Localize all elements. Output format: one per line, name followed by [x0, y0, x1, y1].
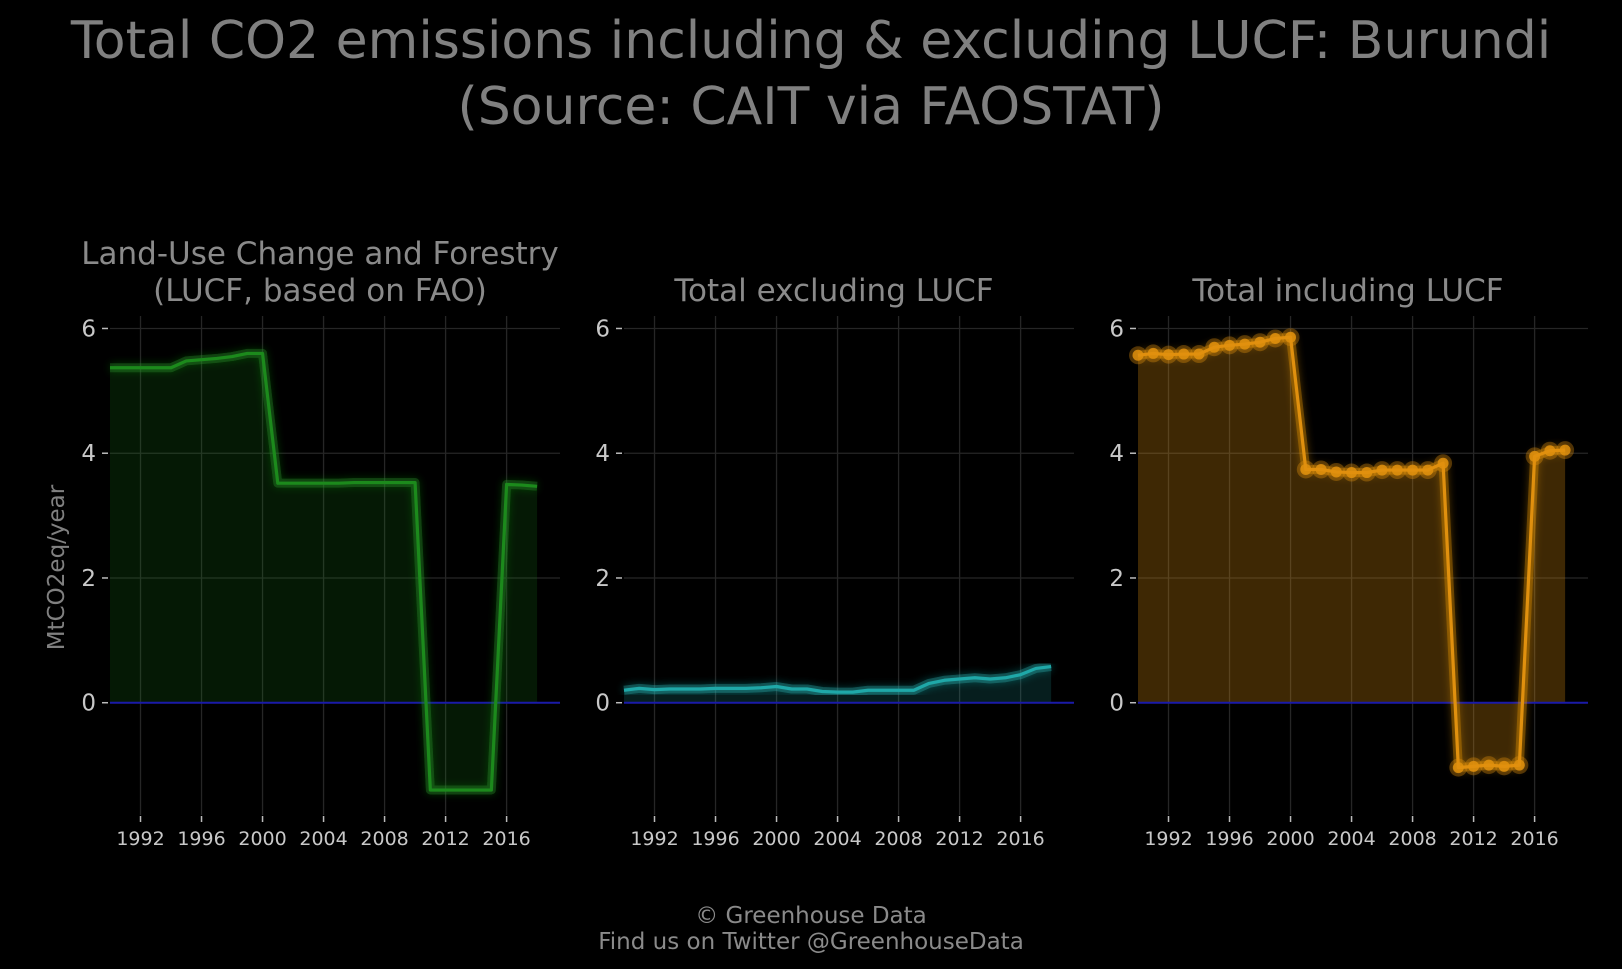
series-line — [623, 664, 1052, 694]
data-point — [1559, 444, 1571, 456]
x-tick-label: 1996 — [691, 828, 739, 850]
data-point — [1330, 466, 1342, 478]
panel-title-line1: Land-Use Change and Forestry — [81, 236, 559, 272]
series-area — [110, 353, 538, 791]
panels-group: Land-Use Change and Forestry(LUCF, based… — [44, 236, 1588, 850]
x-tick-label: 2012 — [421, 828, 469, 850]
x-tick-label: 2012 — [935, 828, 983, 850]
y-tick-label: 4 — [595, 441, 610, 467]
data-point — [1315, 463, 1327, 475]
data-point — [1147, 347, 1159, 359]
y-tick-label: 0 — [81, 691, 96, 717]
x-tick-label: 2012 — [1449, 828, 1497, 850]
series-area — [624, 666, 1052, 703]
footer-twitter: Find us on Twitter @GreenhouseData — [598, 929, 1024, 955]
panel-title-line2: (LUCF, based on FAO) — [153, 273, 487, 309]
data-point — [1239, 338, 1251, 350]
data-point — [1483, 759, 1495, 771]
footer-copyright: © Greenhouse Data — [695, 903, 927, 929]
data-point — [1361, 467, 1373, 479]
x-tick-label: 2004 — [813, 828, 861, 850]
x-tick-label: 2004 — [1327, 828, 1375, 850]
data-point — [1498, 760, 1510, 772]
y-tick-label: 6 — [81, 316, 96, 342]
data-point — [1178, 348, 1190, 360]
data-point — [1163, 349, 1175, 361]
data-point — [1376, 464, 1388, 476]
data-point — [1132, 349, 1144, 361]
x-tick-label: 2016 — [1510, 828, 1558, 850]
x-tick-label: 2008 — [874, 828, 922, 850]
y-tick-label: 6 — [1109, 316, 1124, 342]
panel-1: Land-Use Change and Forestry(LUCF, based… — [44, 236, 560, 850]
y-tick-label: 4 — [1109, 441, 1124, 467]
y-tick-label: 4 — [81, 441, 96, 467]
y-tick-label: 0 — [595, 691, 610, 717]
panel-3: Total including LUCF 0 2 4 6 1992 1996 2000 2004… — [1109, 273, 1588, 850]
panel-title-line2: Total including LUCF — [1191, 273, 1503, 309]
x-tick-label: 1996 — [177, 828, 225, 850]
data-point — [1407, 464, 1419, 476]
y-tick-label: 6 — [595, 316, 610, 342]
data-point — [1513, 759, 1525, 771]
data-point — [1208, 341, 1220, 353]
x-tick-label: 1996 — [1205, 828, 1253, 850]
data-point — [1346, 467, 1358, 479]
data-point — [1468, 760, 1480, 772]
data-point — [1193, 348, 1205, 360]
series-line — [110, 351, 538, 792]
data-point — [1224, 339, 1236, 351]
x-tick-label: 2016 — [996, 828, 1044, 850]
y-tick-label: 2 — [595, 566, 610, 592]
panel-title-line2: Total excluding LUCF — [673, 273, 993, 309]
data-point — [1300, 463, 1312, 475]
x-tick-label: 2000 — [752, 828, 800, 850]
panel-2: Total excluding LUCF 0 2 4 6 1992 1996 2000 2004… — [595, 273, 1074, 850]
chart-title: Total CO2 emissions including & excludin… — [70, 11, 1551, 71]
x-tick-label: 2008 — [1388, 828, 1436, 850]
y-axis-label: MtCO2eq/year — [44, 484, 70, 650]
data-point — [1254, 336, 1266, 348]
x-tick-label: 1992 — [630, 828, 678, 850]
data-point — [1391, 464, 1403, 476]
data-point — [1529, 450, 1541, 462]
x-tick-label: 2016 — [482, 828, 530, 850]
x-tick-label: 1992 — [116, 828, 164, 850]
data-point — [1452, 762, 1464, 774]
data-point — [1544, 445, 1556, 457]
x-tick-label: 2004 — [299, 828, 347, 850]
x-tick-label: 2000 — [1266, 828, 1314, 850]
data-point — [1269, 332, 1281, 344]
series-area — [1138, 337, 1566, 768]
chart-subtitle: (Source: CAIT via FAOSTAT) — [457, 77, 1164, 137]
data-point — [1285, 331, 1297, 343]
x-tick-label: 2008 — [360, 828, 408, 850]
y-tick-label: 2 — [81, 566, 96, 592]
data-point — [1422, 464, 1434, 476]
y-tick-label: 2 — [1109, 566, 1124, 592]
data-point — [1437, 457, 1449, 469]
x-tick-label: 1992 — [1144, 828, 1192, 850]
x-tick-label: 2000 — [238, 828, 286, 850]
y-tick-label: 0 — [1109, 691, 1124, 717]
